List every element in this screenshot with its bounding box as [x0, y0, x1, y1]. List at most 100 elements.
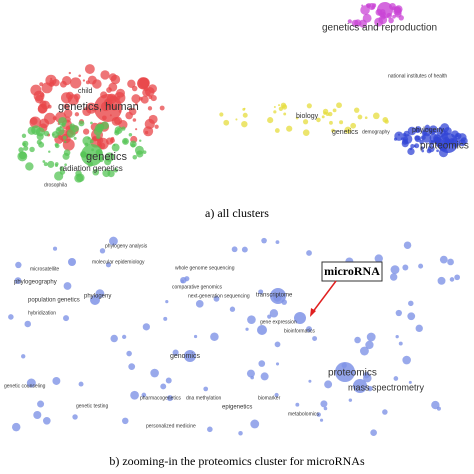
- node-label: personalized medicine: [146, 423, 196, 429]
- node: [269, 309, 279, 318]
- node: [68, 71, 72, 75]
- node: [418, 263, 424, 269]
- node: [23, 145, 29, 151]
- node: [382, 409, 388, 415]
- node: [18, 147, 24, 153]
- node: [111, 143, 120, 152]
- node-label: national institutes of health: [388, 73, 447, 79]
- node: [449, 277, 455, 282]
- node: [22, 142, 26, 147]
- node: [147, 106, 153, 111]
- node: [365, 340, 374, 350]
- node: [111, 154, 115, 157]
- node: [105, 262, 111, 268]
- node: [408, 380, 412, 384]
- node: [363, 373, 372, 383]
- node: [392, 14, 396, 19]
- node: [393, 137, 398, 141]
- node: [131, 85, 138, 92]
- node: [238, 431, 243, 436]
- node: [274, 341, 281, 348]
- node: [344, 126, 352, 134]
- node: [150, 368, 159, 378]
- node-label: mass spectrometry: [348, 382, 425, 392]
- node: [128, 363, 136, 370]
- node: [241, 246, 248, 253]
- node-label: comparative genomics: [172, 284, 223, 290]
- node: [59, 125, 63, 129]
- node: [374, 254, 383, 263]
- node: [62, 138, 75, 151]
- node: [160, 383, 167, 390]
- callout-arrow: [311, 280, 337, 314]
- node: [395, 334, 399, 339]
- node: [62, 135, 67, 140]
- node: [366, 332, 376, 342]
- node: [420, 135, 426, 140]
- node: [429, 133, 439, 143]
- node: [63, 282, 72, 290]
- node: [97, 123, 104, 131]
- node: [389, 273, 398, 281]
- node: [403, 241, 412, 249]
- node: [367, 385, 373, 392]
- node: [283, 112, 287, 116]
- node-label: next-generation sequencing: [188, 293, 250, 299]
- cluster-label: proteomics: [420, 141, 469, 152]
- node: [414, 135, 422, 143]
- node: [207, 426, 213, 433]
- node: [89, 139, 94, 144]
- node: [286, 125, 293, 132]
- node: [242, 112, 248, 118]
- node: [63, 109, 73, 118]
- node: [229, 306, 236, 312]
- node-label: microsatellite: [30, 266, 59, 272]
- node: [323, 406, 328, 411]
- node: [107, 169, 115, 178]
- node: [278, 104, 281, 107]
- node: [398, 341, 403, 346]
- node: [14, 277, 22, 285]
- node: [142, 323, 150, 331]
- node: [131, 94, 141, 104]
- node: [143, 126, 154, 137]
- node: [295, 402, 300, 407]
- node: [402, 264, 409, 271]
- node: [407, 312, 416, 321]
- cluster-label: genetics and reproduction: [322, 23, 437, 34]
- node: [273, 106, 276, 109]
- node: [154, 124, 159, 129]
- node: [132, 118, 137, 122]
- node: [43, 130, 50, 137]
- node: [130, 143, 136, 148]
- node: [92, 168, 100, 176]
- node: [235, 118, 238, 121]
- node: [366, 3, 372, 8]
- node-label: pharmacogenetics: [140, 395, 181, 401]
- cluster-label: genetics, human: [58, 101, 139, 113]
- node: [372, 112, 380, 120]
- node: [203, 386, 209, 392]
- node: [52, 377, 61, 385]
- node-label: drosophila: [44, 182, 67, 188]
- node: [440, 123, 450, 133]
- node: [339, 120, 344, 125]
- node: [78, 381, 84, 387]
- node: [364, 116, 368, 120]
- node: [42, 160, 46, 163]
- node: [439, 131, 443, 135]
- node: [329, 120, 333, 125]
- node-label: gene expression: [260, 319, 297, 325]
- node: [415, 324, 423, 333]
- node: [306, 250, 312, 256]
- node: [31, 125, 41, 135]
- callout-text: microRNA: [324, 264, 380, 278]
- node: [127, 79, 136, 88]
- node: [129, 107, 137, 116]
- node: [109, 236, 118, 246]
- node: [321, 115, 325, 119]
- node: [83, 128, 90, 135]
- node: [370, 429, 377, 437]
- node: [52, 116, 57, 121]
- node: [402, 134, 413, 144]
